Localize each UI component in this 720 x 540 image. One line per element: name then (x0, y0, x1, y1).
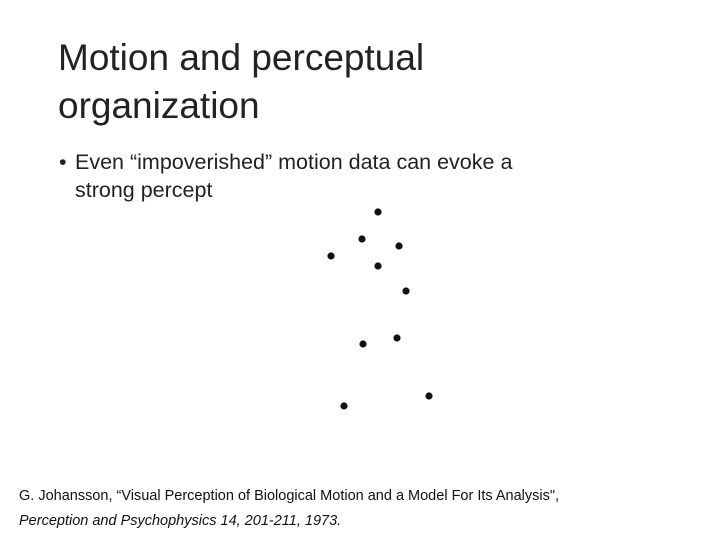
bullet-item: • Even “impoverished” motion data can ev… (58, 148, 658, 204)
point-light-dot (395, 242, 403, 250)
point-light-dot (393, 334, 401, 342)
point-light-dot (340, 402, 348, 410)
bullet-marker: • (59, 150, 67, 174)
point-light-dot (425, 392, 433, 400)
point-light-dot (374, 208, 382, 216)
bullet-text-line-2: strong percept (75, 178, 213, 202)
point-light-dot (374, 262, 382, 270)
slide-title: Motion and perceptual organization (58, 34, 618, 130)
citation-line-1: G. Johansson, “Visual Perception of Biol… (19, 488, 560, 504)
point-light-dot (402, 287, 410, 295)
point-light-dot (359, 340, 367, 348)
point-light-dot (358, 235, 366, 243)
point-light-dot (327, 252, 335, 260)
citation-line-2: Perception and Psychophysics 14, 201-211… (19, 513, 342, 529)
slide-title-line-2: organization (58, 85, 260, 126)
bullet-list: • Even “impoverished” motion data can ev… (58, 148, 658, 204)
bullet-text-line-1: Even “impoverished” motion data can evok… (75, 150, 513, 174)
citation: G. Johansson, “Visual Perception of Biol… (19, 484, 709, 534)
slide-title-line-1: Motion and perceptual (58, 37, 425, 78)
